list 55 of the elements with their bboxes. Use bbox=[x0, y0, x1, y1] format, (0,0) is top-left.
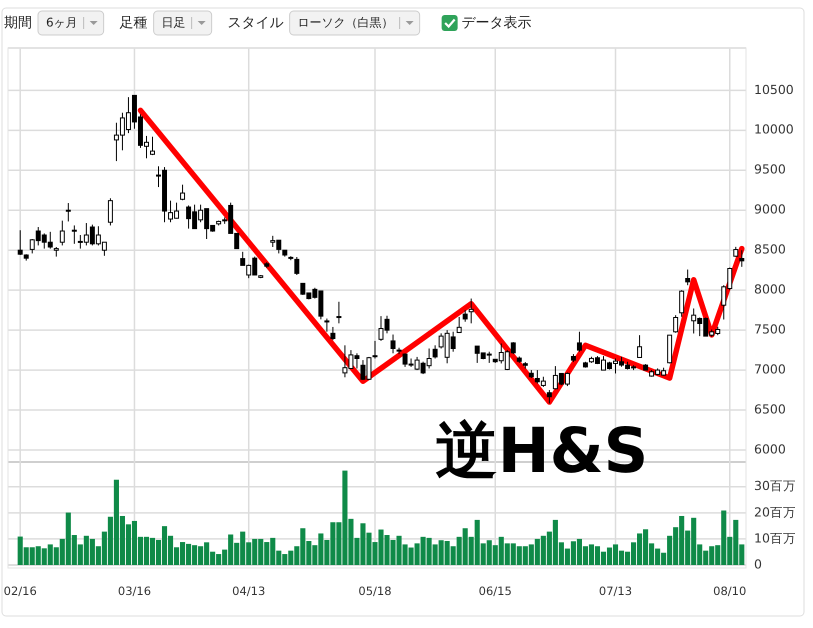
candlestick bbox=[637, 334, 642, 358]
candlestick bbox=[679, 290, 684, 318]
candlestick bbox=[60, 220, 65, 246]
candlestick bbox=[66, 202, 71, 222]
text: 日足 bbox=[162, 15, 186, 30]
x-tick-label: 05/18 bbox=[358, 584, 392, 598]
candlestick bbox=[673, 314, 678, 334]
candlestick bbox=[150, 136, 155, 156]
x-tick-label: 08/10 bbox=[713, 584, 746, 598]
candlestick bbox=[336, 301, 342, 324]
x-tick-label: 04/13 bbox=[232, 584, 266, 598]
candlestick bbox=[372, 340, 378, 359]
y-tick-label: 0 bbox=[754, 556, 762, 572]
y-tick-label: 30百万 bbox=[754, 478, 796, 494]
candlestick bbox=[468, 298, 474, 324]
annotation: 逆H&S bbox=[436, 414, 648, 487]
y-tick-label: 10百万 bbox=[754, 530, 796, 546]
candlestick bbox=[685, 269, 690, 286]
text: 期間 bbox=[4, 14, 32, 31]
candlestick bbox=[180, 184, 186, 201]
y-tick-label: 8000 bbox=[754, 282, 786, 297]
text: 6ヶ月 bbox=[46, 15, 78, 30]
y-tick-label: 7500 bbox=[754, 322, 786, 337]
y-tick-label: 10500 bbox=[754, 82, 794, 97]
candlestick bbox=[18, 230, 23, 256]
candlestick bbox=[546, 390, 552, 404]
y-tick-label: 20百万 bbox=[754, 504, 796, 520]
candlestick bbox=[54, 246, 59, 258]
y-tick-label: 7000 bbox=[754, 362, 786, 377]
y-tick-label: 10000 bbox=[754, 122, 794, 137]
text: データ表示 bbox=[462, 14, 532, 31]
x-tick-label: 06/15 bbox=[478, 584, 512, 598]
x-tick-label: 07/13 bbox=[598, 584, 632, 598]
candlestick bbox=[390, 334, 396, 354]
text: スタイル bbox=[228, 14, 284, 31]
y-tick-label: 9500 bbox=[754, 162, 786, 177]
y-tick-label: 6500 bbox=[754, 401, 786, 416]
candlestick bbox=[462, 310, 468, 322]
candlestick bbox=[733, 246, 738, 258]
candlestick bbox=[324, 318, 330, 332]
x-tick-label: 02/16 bbox=[4, 584, 37, 598]
candlestick bbox=[432, 344, 438, 359]
text: 足種 bbox=[120, 14, 148, 31]
candlestick bbox=[456, 316, 462, 334]
candlestick bbox=[330, 326, 336, 341]
candlestick bbox=[739, 250, 744, 268]
y-tick-label: 8500 bbox=[754, 242, 786, 257]
candlestick bbox=[576, 331, 582, 352]
candlestick bbox=[72, 224, 77, 244]
x-tick-label: 03/16 bbox=[118, 584, 152, 598]
candlestick bbox=[294, 256, 300, 276]
text: ローソク（白黒） bbox=[298, 15, 394, 30]
candlestick bbox=[108, 198, 113, 226]
y-tick-label: 9000 bbox=[754, 202, 786, 217]
y-tick-label: 6000 bbox=[754, 441, 786, 456]
